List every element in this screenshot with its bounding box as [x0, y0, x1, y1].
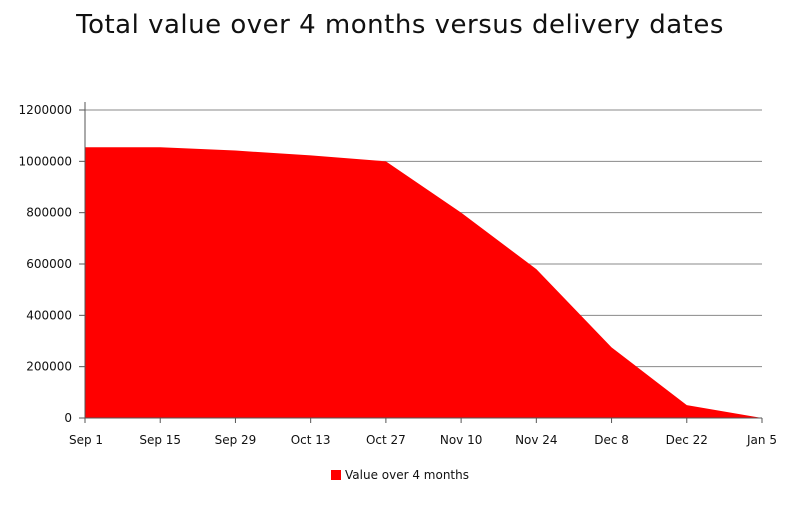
x-tick-label: Sep 15 — [139, 433, 181, 447]
chart-title: Total value over 4 months versus deliver… — [76, 10, 724, 40]
y-tick-label: 600000 — [26, 257, 72, 271]
x-tick-label: Jan 5 — [746, 433, 777, 447]
x-tick-label: Nov 10 — [440, 433, 483, 447]
area-series-value-over-4-months — [85, 147, 762, 418]
x-tick-label: Sep 29 — [215, 433, 257, 447]
y-tick-label: 0 — [64, 411, 72, 425]
y-tick-label: 1000000 — [19, 154, 72, 168]
x-tick-label: Dec 8 — [594, 433, 629, 447]
x-tick-label: Nov 24 — [515, 433, 558, 447]
x-tick-label: Dec 22 — [666, 433, 708, 447]
y-tick-label: 200000 — [26, 360, 72, 374]
y-tick-label: 800000 — [26, 206, 72, 220]
y-tick-label: 1200000 — [19, 103, 72, 117]
y-tick-label: 400000 — [26, 308, 72, 322]
x-tick-label: Oct 27 — [366, 433, 406, 447]
legend-label: Value over 4 months — [345, 468, 469, 482]
x-tick-label: Sep 1 — [69, 433, 103, 447]
legend-swatch — [331, 470, 341, 480]
x-tick-label: Oct 13 — [291, 433, 331, 447]
legend: Value over 4 months — [0, 468, 800, 482]
